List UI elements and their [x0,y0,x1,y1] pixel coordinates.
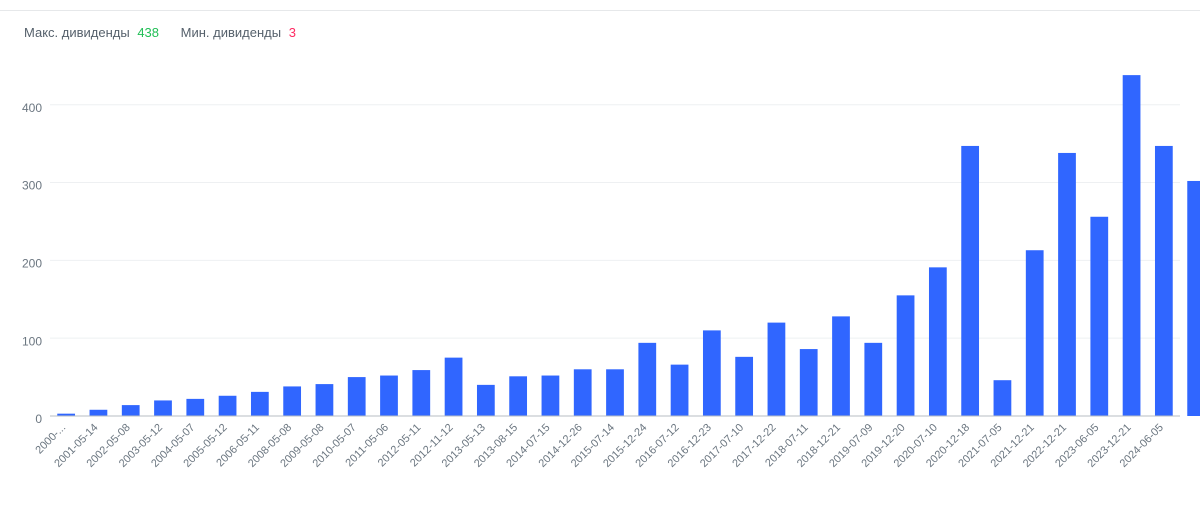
bar[interactable] [1026,250,1044,416]
bar[interactable] [606,369,624,416]
max-dividend-value: 438 [137,25,159,40]
bar[interactable] [412,370,430,416]
y-axis-label: 200 [22,257,42,271]
y-axis-label: 300 [22,179,42,193]
bar[interactable] [283,386,301,416]
bar[interactable] [929,267,947,416]
bar[interactable] [994,380,1012,416]
bar[interactable] [800,349,818,416]
bar-chart-svg: 01002003004002000-...2001-05-142002-05-0… [0,48,1200,488]
bar[interactable] [542,376,560,416]
y-axis-label: 100 [22,334,42,348]
bar[interactable] [90,410,108,416]
bar[interactable] [380,376,398,416]
chart-plot-area: 01002003004002000-...2001-05-142002-05-0… [0,48,1200,488]
bar[interactable] [219,396,237,416]
bar[interactable] [348,377,366,416]
bar[interactable] [735,357,753,416]
bar[interactable] [154,400,172,416]
bar[interactable] [768,323,786,416]
bar[interactable] [477,385,495,416]
bar[interactable] [864,343,882,416]
y-axis-label: 400 [22,101,42,115]
bar[interactable] [832,316,850,416]
bar[interactable] [671,365,689,416]
bar[interactable] [122,405,140,416]
bar[interactable] [961,146,979,416]
bar[interactable] [574,369,592,416]
max-dividend-label: Макс. дивиденды [24,25,130,40]
chart-container: Макс. дивиденды 438 Мин. дивиденды 3 0 10… [0,0,1200,515]
bar[interactable] [1058,153,1076,416]
min-dividend-value: 3 [289,25,296,40]
y-axis-label: 0 [35,412,42,426]
bar[interactable] [1123,75,1141,416]
bar[interactable] [251,392,269,416]
bar[interactable] [445,358,463,416]
bar[interactable] [1090,217,1108,416]
bar[interactable] [1155,146,1173,416]
bar[interactable] [509,376,527,416]
bar[interactable] [897,295,915,416]
min-dividend-label: Мин. дивиденды [181,25,281,40]
bar[interactable] [316,384,334,416]
bar[interactable] [1187,181,1200,416]
chart-header: Макс. дивиденды 438 Мин. дивиденды 3 [0,10,1200,48]
bar[interactable] [638,343,656,416]
bar[interactable] [186,399,204,416]
bar[interactable] [703,330,721,416]
